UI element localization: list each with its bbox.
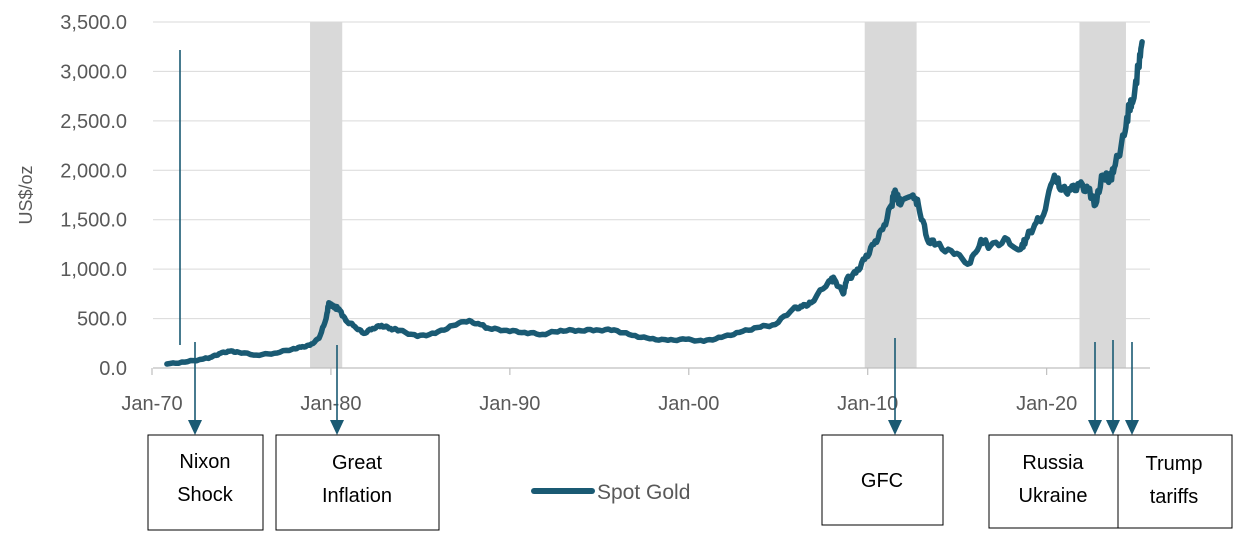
y-tick-label: 3,500.0 [60, 12, 127, 34]
y-tick-label: 3,000.0 [60, 61, 127, 83]
y-tick-label: 1,000.0 [60, 259, 127, 281]
y-tick-label: 0.0 [99, 358, 127, 380]
annotation-arrow-head [188, 420, 202, 435]
annotation-box [147, 434, 264, 531]
x-tick-label: Jan-10 [837, 393, 898, 415]
y-axis-label: US$/oz [16, 165, 36, 224]
annotation-arrow-head [1088, 420, 1102, 435]
series-line-spot-gold [164, 39, 1145, 367]
x-tick-label: Jan-70 [121, 393, 182, 415]
annotation-arrow-head [1106, 420, 1120, 435]
annotation-text: tariffs [1150, 486, 1199, 508]
annotation-text: Russia [1022, 452, 1084, 474]
annotation-box [1117, 434, 1233, 529]
annotation-arrow-head [888, 420, 902, 435]
y-tick-label: 2,500.0 [60, 111, 127, 133]
annotation-text: Inflation [322, 485, 392, 507]
annotation-arrow-head [330, 420, 344, 435]
y-tick-label: 500.0 [77, 309, 127, 331]
shaded-period-2 [1079, 22, 1126, 368]
annotation-box [821, 434, 944, 526]
annotation-box [275, 434, 440, 531]
annotation-arrows [188, 338, 1139, 435]
annotation-box [988, 434, 1119, 529]
x-axis-ticks: Jan-70 Jan-80 Jan-90 Jan-00 Jan-10 Jan-20 [121, 368, 1077, 415]
x-tick-label: Jan-90 [479, 393, 540, 415]
annotation-text: GFC [861, 470, 903, 492]
y-axis-ticks: 0.0 500.0 1,000.0 1,500.0 2,000.0 2,500.0 3,00… [60, 12, 127, 380]
x-tick-label: Jan-20 [1016, 393, 1077, 415]
legend: Spot Gold [531, 481, 690, 504]
annotation-boxes: Nixon Shock Great Inflation GFC Russia Ukraine… [147, 434, 1233, 531]
annotation-text: Trump [1145, 453, 1202, 475]
shaded-periods [310, 22, 1126, 368]
annotation-text: Great [332, 452, 382, 474]
series-group [164, 39, 1145, 367]
x-tick-label: Jan-00 [658, 393, 719, 415]
y-tick-label: 2,000.0 [60, 160, 127, 182]
x-tick-label: Jan-80 [300, 393, 361, 415]
legend-label: Spot Gold [597, 481, 690, 504]
annotation-text: Ukraine [1019, 485, 1088, 507]
annotation-text: Nixon [179, 451, 230, 473]
annotation-arrow-head [1125, 420, 1139, 435]
gridlines [153, 21, 1150, 369]
annotation-text: Shock [177, 484, 234, 506]
y-tick-label: 1,500.0 [60, 210, 127, 232]
